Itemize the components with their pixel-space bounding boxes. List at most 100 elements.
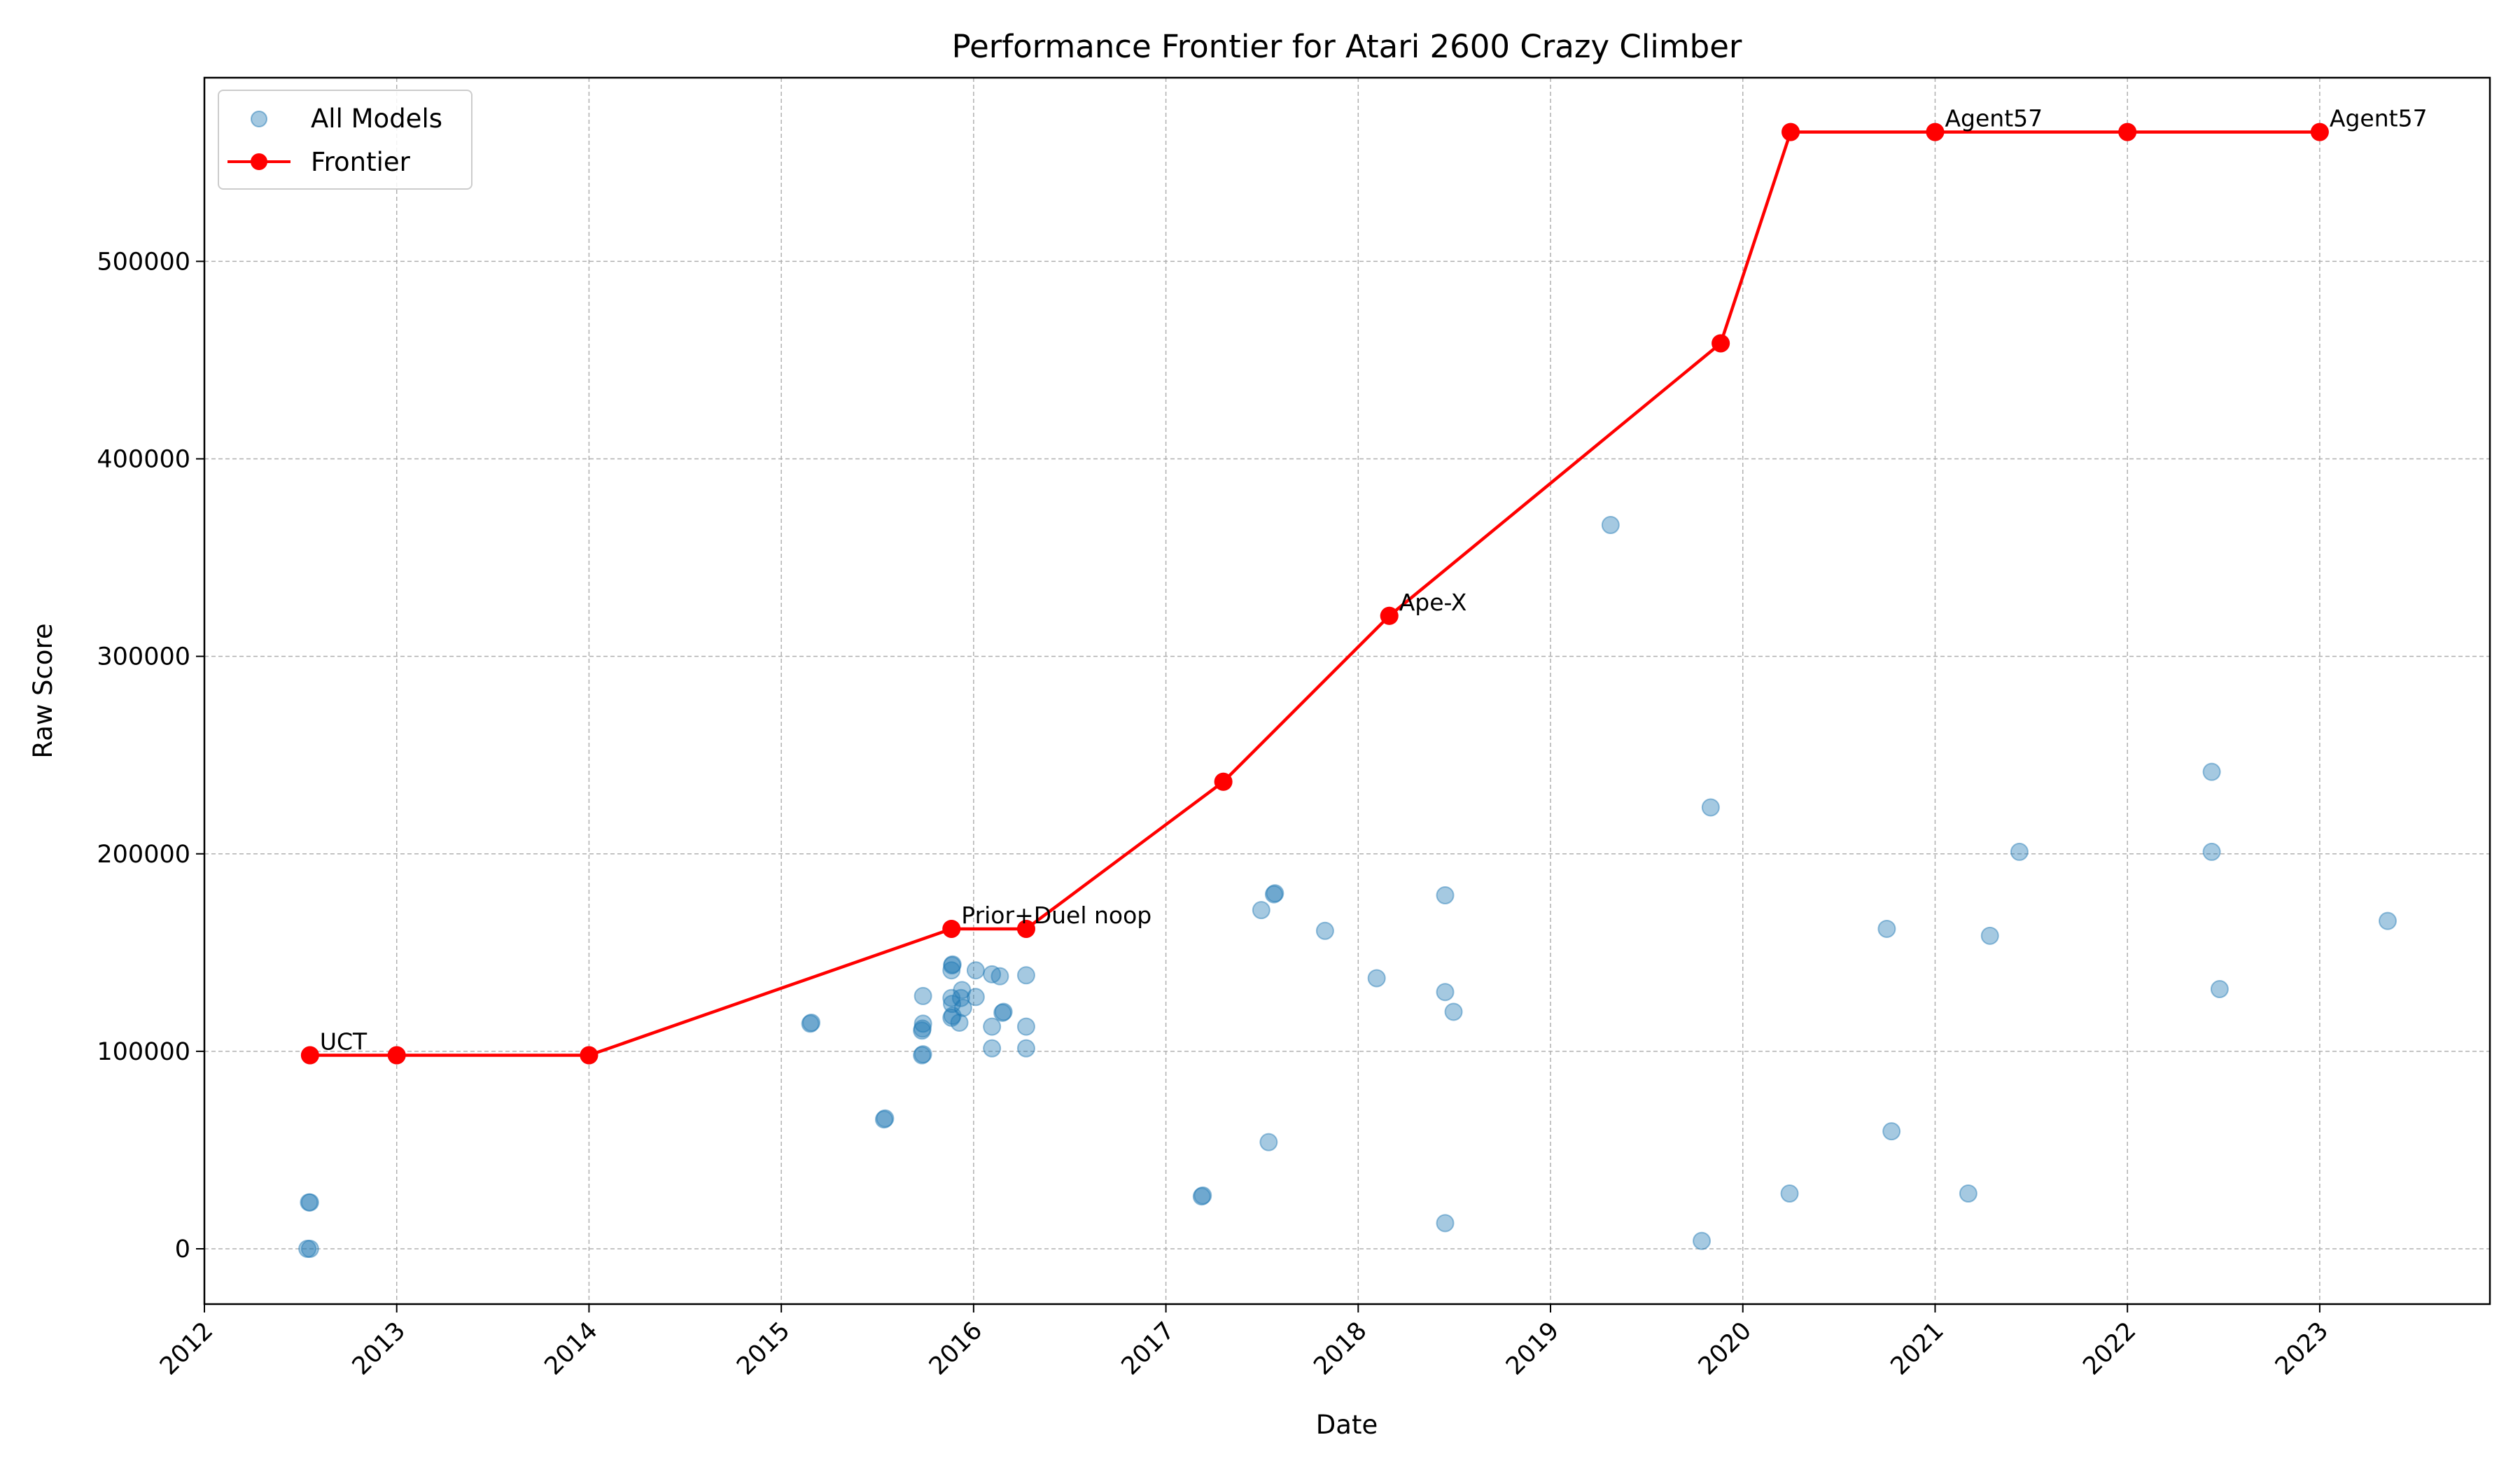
all-models-point bbox=[2010, 842, 2029, 861]
all-models-point bbox=[802, 1013, 821, 1032]
frontier-point bbox=[1712, 334, 1730, 353]
all-models-point bbox=[951, 988, 970, 1007]
frontier-point bbox=[2310, 122, 2329, 141]
all-models-point bbox=[1877, 919, 1896, 938]
all-models-point bbox=[983, 1017, 1002, 1036]
annotations: UCT Prior+Duel noop Ape-X Agent57 Agent57 bbox=[320, 105, 2428, 1056]
all-models-point bbox=[2378, 911, 2397, 930]
frontier-point bbox=[387, 1046, 406, 1065]
all-models-point bbox=[966, 988, 985, 1007]
x-axis-label: Date bbox=[1316, 1410, 1378, 1440]
all-models-point bbox=[876, 1109, 895, 1128]
grid bbox=[204, 78, 2490, 1304]
all-models-point bbox=[942, 1008, 961, 1027]
frontier-point bbox=[1380, 606, 1399, 625]
all-models-point bbox=[913, 1046, 932, 1065]
y-tick-label: 300000 bbox=[97, 643, 190, 671]
all-models-point bbox=[2210, 980, 2229, 999]
all-models-point bbox=[300, 1193, 318, 1212]
frontier-point bbox=[1016, 919, 1035, 938]
frontier-series bbox=[300, 122, 2329, 1065]
all-models-point bbox=[942, 961, 961, 980]
frontier-point bbox=[300, 1046, 319, 1065]
all-models-point bbox=[300, 1193, 319, 1212]
y-tick-label: 400000 bbox=[97, 446, 190, 474]
all-models-point bbox=[943, 955, 962, 974]
annotation-label: Agent57 bbox=[2330, 105, 2428, 132]
all-models-point bbox=[983, 1039, 1002, 1058]
all-models-series bbox=[298, 122, 2397, 1259]
legend-marker-all-models bbox=[251, 111, 267, 127]
all-models-point bbox=[1444, 1002, 1463, 1021]
all-models-point bbox=[1194, 1186, 1212, 1205]
frontier-point bbox=[1926, 122, 1945, 141]
y-axis-ticks: 0 100000 200000 300000 400000 500000 bbox=[97, 248, 204, 1264]
annotation-label: Ape-X bbox=[1399, 589, 1467, 616]
all-models-point bbox=[1264, 885, 1283, 904]
all-models-point bbox=[1367, 969, 1386, 988]
all-models-point bbox=[943, 956, 962, 975]
all-models-point bbox=[300, 1240, 319, 1259]
y-tick-label: 500000 bbox=[97, 248, 190, 276]
frontier-point bbox=[1782, 122, 1800, 141]
all-models-point bbox=[950, 1013, 969, 1032]
frontier-point bbox=[1214, 772, 1233, 791]
all-models-point bbox=[1436, 1214, 1455, 1233]
annotation-label: Agent57 bbox=[1945, 105, 2043, 132]
all-models-point bbox=[1252, 901, 1270, 920]
all-models-point bbox=[913, 1019, 932, 1038]
all-models-point bbox=[801, 1014, 820, 1033]
y-tick-label: 200000 bbox=[97, 841, 190, 869]
all-models-point bbox=[1266, 884, 1284, 903]
all-models-point bbox=[942, 988, 961, 1007]
annotation-label: UCT bbox=[320, 1028, 368, 1056]
all-models-point bbox=[913, 1014, 932, 1033]
all-models-point bbox=[1436, 886, 1455, 904]
annotation-label: Prior+Duel noop bbox=[961, 902, 1152, 929]
all-models-point bbox=[990, 967, 1009, 986]
all-models-point bbox=[994, 1002, 1013, 1021]
all-models-point bbox=[953, 998, 972, 1017]
plot-frame bbox=[203, 76, 2491, 1306]
all-models-point bbox=[943, 995, 962, 1014]
all-models-point bbox=[874, 1110, 893, 1129]
all-models-point bbox=[1959, 1184, 1977, 1203]
all-models-point bbox=[2202, 762, 2221, 781]
all-models-point bbox=[1601, 516, 1620, 535]
all-models-point bbox=[2202, 842, 2221, 861]
y-tick-label: 100000 bbox=[97, 1038, 190, 1066]
legend-label-all-models: All Models bbox=[311, 104, 442, 134]
all-models-point bbox=[1016, 1039, 1035, 1058]
legend-marker-frontier bbox=[251, 153, 267, 170]
all-models-point bbox=[1016, 966, 1035, 985]
frontier-point bbox=[580, 1046, 598, 1065]
all-models-point bbox=[1436, 983, 1455, 1002]
all-models-point bbox=[1259, 1133, 1278, 1152]
legend-box bbox=[218, 90, 472, 190]
all-models-point bbox=[943, 1007, 962, 1026]
all-models-point bbox=[1882, 1122, 1901, 1141]
all-models-point bbox=[1016, 1017, 1035, 1036]
all-models-point bbox=[1693, 1231, 1712, 1250]
all-models-point bbox=[966, 961, 985, 980]
frontier-point bbox=[942, 919, 961, 938]
all-models-point bbox=[1980, 926, 1999, 945]
all-models-point bbox=[1315, 921, 1334, 940]
all-models-point bbox=[913, 1021, 932, 1040]
all-models-point bbox=[1192, 1187, 1211, 1206]
all-models-point bbox=[1701, 798, 1720, 817]
all-models-point bbox=[298, 1240, 317, 1259]
y-tick-label: 0 bbox=[175, 1236, 190, 1264]
all-models-point bbox=[993, 1003, 1012, 1022]
legend: All Models Frontier bbox=[218, 90, 472, 190]
y-axis-label: Raw Score bbox=[28, 623, 58, 758]
all-models-point bbox=[1780, 1184, 1799, 1203]
all-models-point bbox=[913, 986, 932, 1005]
all-models-point bbox=[983, 965, 1002, 983]
frontier-line bbox=[309, 130, 2320, 1057]
legend-label-frontier: Frontier bbox=[311, 147, 411, 177]
all-models-point bbox=[913, 1045, 932, 1064]
frontier-point bbox=[2118, 122, 2137, 141]
